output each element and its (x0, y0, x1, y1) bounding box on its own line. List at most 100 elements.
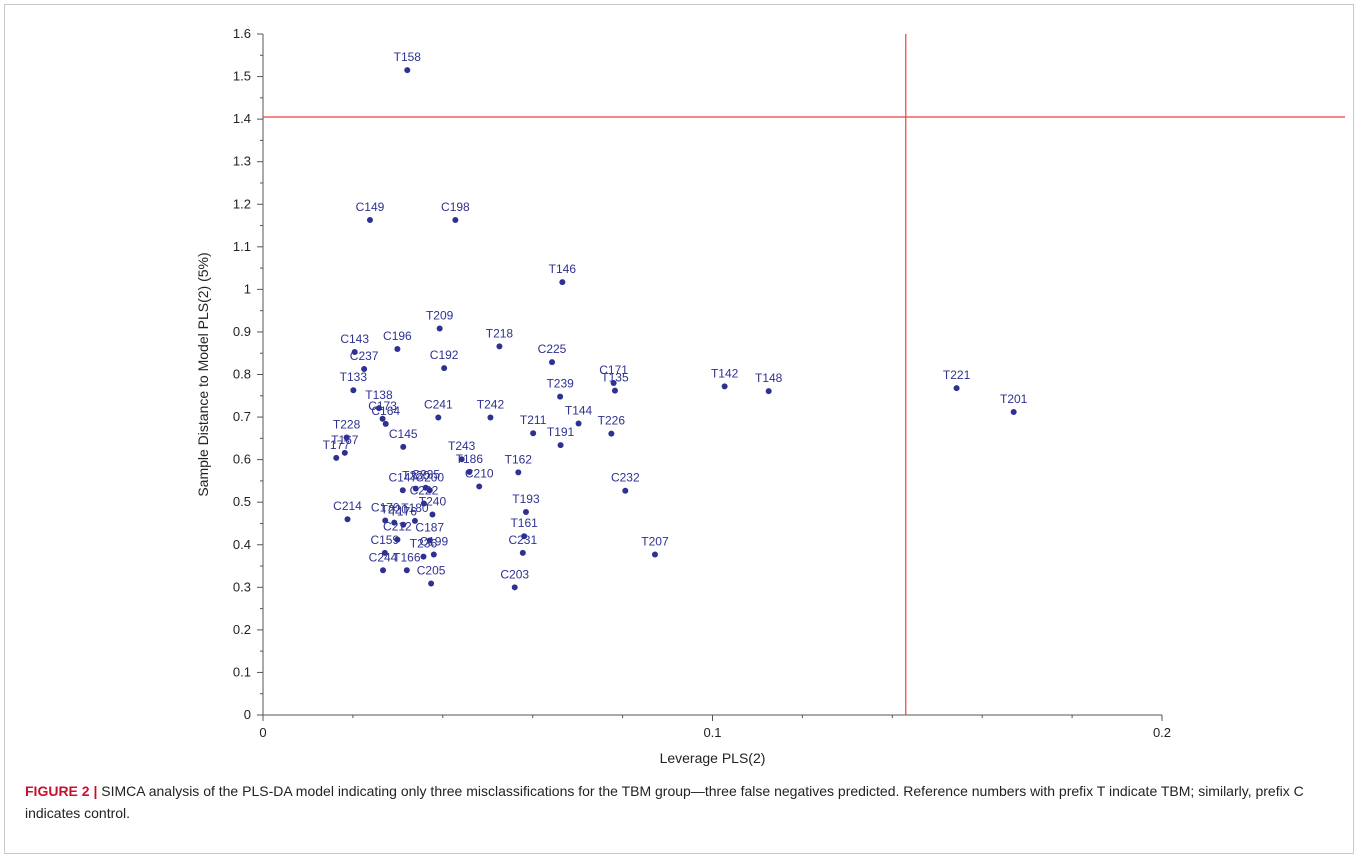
data-point-label: C145 (389, 427, 418, 441)
data-point-label: T211 (520, 413, 547, 427)
data-point (412, 485, 419, 492)
figure-caption: FIGURE 2 | SIMCA analysis of the PLS-DA … (25, 780, 1345, 824)
data-point-label: T148 (755, 371, 783, 385)
data-point-label: T236 (410, 537, 438, 551)
data-point-label: C143 (340, 332, 369, 346)
data-point-label: T186 (456, 452, 484, 466)
data-point-label: T243 (448, 439, 476, 453)
x-axis-title: Leverage PLS(2) (660, 750, 766, 766)
data-point (466, 468, 473, 475)
x-tick-label: 0 (259, 725, 266, 740)
data-point-label: T193 (512, 492, 540, 506)
data-point (361, 365, 368, 372)
data-point (400, 443, 407, 450)
data-point (375, 405, 382, 412)
data-point (452, 216, 459, 223)
data-point (1010, 408, 1017, 415)
data-point-label: T221 (943, 368, 971, 382)
data-point-label: C235 (411, 468, 440, 482)
data-point-label: C196 (383, 329, 412, 343)
data-point-label: C199 (419, 535, 448, 549)
data-point-label: T209 (426, 309, 454, 323)
y-tick-label: 1.6 (233, 26, 251, 41)
data-point-label: C192 (430, 348, 459, 362)
data-point-label: T226 (598, 414, 626, 428)
data-point-label: C187 (415, 520, 444, 534)
y-tick-label: 0.3 (233, 579, 251, 594)
data-point (651, 551, 658, 558)
data-point (521, 533, 528, 540)
data-point-label: T240 (419, 495, 447, 509)
data-point (420, 500, 427, 507)
scatter-chart: 0 0.1 0.2 0.3 0.4 0.5 0.6 0.7 0.8 0.9 1 1.1 1.2 1.3 1.… (195, 26, 1345, 766)
data-point-label: T220 (381, 503, 409, 517)
data-point-label: C244 (369, 550, 398, 564)
data-point-label: T138 (365, 388, 393, 402)
data-point (350, 387, 357, 394)
data-point (515, 469, 522, 476)
data-point (420, 553, 427, 560)
data-point (366, 216, 373, 223)
data-point (382, 517, 389, 524)
data-point (487, 414, 494, 421)
data-point (394, 536, 401, 543)
data-point-label: T158 (394, 50, 422, 64)
data-point-label: C231 (508, 533, 537, 547)
data-point-label: C200 (415, 470, 444, 484)
data-point-label: T242 (477, 397, 505, 411)
data-point (519, 549, 526, 556)
data-point-label: T218 (486, 326, 514, 340)
data-point (379, 415, 386, 422)
data-point (721, 383, 728, 390)
data-point-label: C203 (500, 567, 529, 581)
data-point (557, 393, 564, 400)
data-point-label: C171 (599, 363, 628, 377)
data-point-label: T167 (331, 433, 359, 447)
data-point-label: T166 (393, 550, 421, 564)
data-point-label: C164 (371, 404, 400, 418)
data-point (399, 487, 406, 494)
data-point (575, 420, 582, 427)
y-tick-label: 1.2 (233, 196, 251, 211)
data-point (428, 580, 435, 587)
data-point-label: C173 (368, 399, 397, 413)
data-point (549, 359, 556, 366)
y-tick-label: 0.8 (233, 367, 251, 382)
figure-frame: 0 0.1 0.2 0.3 0.4 0.5 0.6 0.7 0.8 0.9 1 1.1 1.2 1.3 1.… (4, 4, 1354, 854)
y-tick-label: 0 (244, 707, 251, 722)
data-point (380, 567, 387, 574)
data-point (765, 388, 772, 395)
y-tick-label: 1 (244, 281, 251, 296)
figure-caption-text: SIMCA analysis of the PLS-DA model indic… (25, 783, 1304, 821)
data-point (430, 551, 437, 558)
data-point-label: T162 (505, 452, 533, 466)
data-point-label: T135 (601, 371, 629, 385)
data-point-label: C210 (465, 466, 494, 480)
data-point-label: T239 (546, 377, 574, 391)
data-point (435, 414, 442, 421)
data-point (411, 517, 418, 524)
data-point (953, 385, 960, 392)
data-point (404, 67, 411, 74)
data-point (608, 430, 615, 437)
data-point-label: T176 (390, 505, 418, 519)
data-point-label: T180 (401, 501, 429, 515)
data-point (436, 325, 443, 332)
data-point-label: T146 (549, 262, 577, 276)
y-tick-label: 1.5 (233, 69, 251, 84)
y-tick-label: 0.2 (233, 622, 251, 637)
data-point-label: C205 (417, 563, 446, 577)
data-point (351, 348, 358, 355)
data-point (476, 483, 483, 490)
figure-label: FIGURE 2 | (25, 783, 98, 799)
data-point (381, 549, 388, 556)
x-tick-label: 0.2 (1153, 725, 1171, 740)
reference-lines (263, 34, 1345, 715)
y-tick-label: 1.1 (233, 239, 251, 254)
data-point (400, 521, 407, 528)
data-point-label: T177 (323, 438, 351, 452)
data-point (333, 454, 340, 461)
data-point (496, 343, 503, 350)
y-tick-label: 0.6 (233, 452, 251, 467)
data-point-label: T230 (402, 469, 430, 483)
